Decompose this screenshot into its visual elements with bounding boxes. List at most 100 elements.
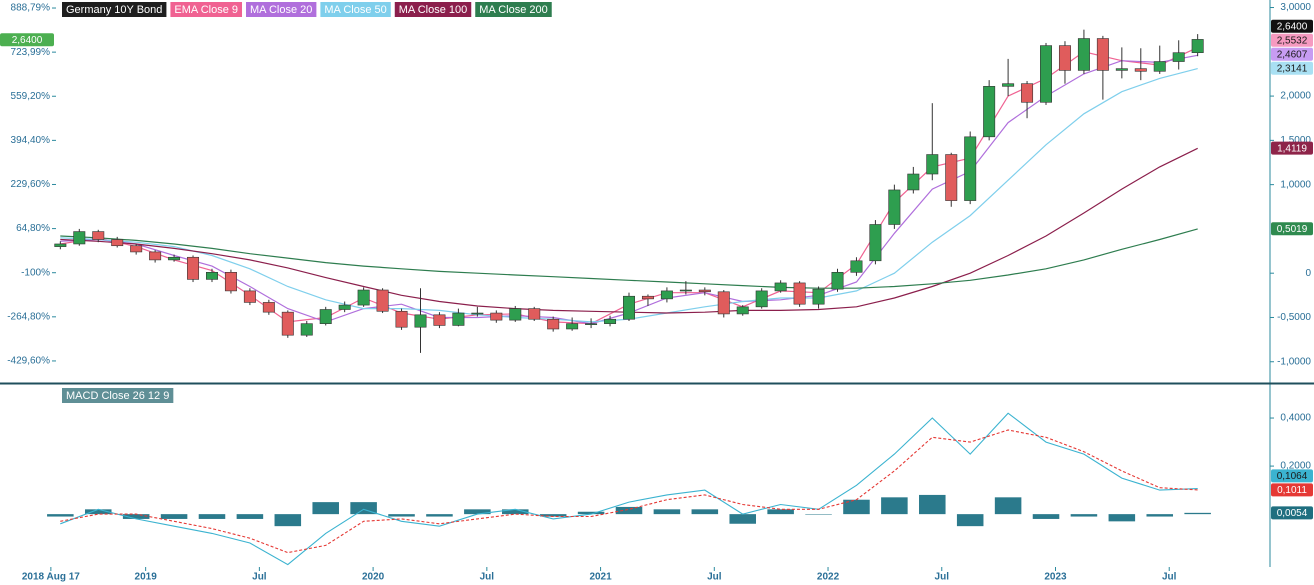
candle-body (1191, 39, 1204, 53)
histogram-bar (84, 509, 112, 515)
candle-body (1040, 45, 1053, 103)
candle-body (812, 288, 825, 305)
histogram-bar (47, 514, 74, 517)
histogram-bar (653, 509, 681, 515)
price-badge (1271, 141, 1313, 155)
legend-box (170, 2, 243, 17)
candle-body (243, 290, 256, 303)
candle-body (1096, 38, 1109, 71)
histogram-bar (994, 497, 1022, 515)
price-badge-label: 2,5532 (1277, 35, 1308, 46)
price-badge (1271, 47, 1313, 61)
candle-body (660, 290, 673, 300)
histogram-bar (122, 514, 150, 519)
candle-body (433, 314, 446, 326)
candle-body (54, 243, 67, 247)
price-badge-label: 2,3141 (1277, 63, 1308, 74)
candle-body (149, 251, 162, 261)
y-tick-label: 0,2000 (1280, 461, 1311, 472)
x-tick-label: 2020 (362, 572, 385, 583)
histogram-bar (843, 499, 870, 515)
histogram-bar (729, 514, 756, 524)
candle-body (869, 224, 882, 262)
legend-box (394, 2, 472, 17)
price-badge-label: 2,6400 (1277, 21, 1308, 32)
candle-body (755, 290, 768, 308)
legend-label: MA Close 100 (399, 4, 467, 16)
legend-box (320, 2, 391, 17)
histogram-bar (805, 514, 832, 515)
histogram-bar (1184, 512, 1211, 515)
candle-body (547, 318, 560, 330)
y2-tick-label: 888,79% (11, 3, 51, 14)
candle-body (1002, 83, 1015, 87)
price-badge (1271, 506, 1313, 520)
candle-body (168, 256, 181, 261)
x-tick-label: 2021 (589, 572, 612, 583)
macd-line (60, 412, 1198, 566)
price-badge (1271, 483, 1313, 497)
candle-body (281, 311, 294, 336)
ma-line (60, 228, 1198, 289)
y2-tick-label: 394,40% (11, 135, 51, 146)
y-tick-label: 0 (1305, 268, 1311, 279)
price-badge-label: 0,0054 (1277, 508, 1308, 519)
candle-body (1021, 83, 1034, 103)
candle-body (471, 312, 484, 315)
candle-body (566, 323, 579, 330)
macd-title: MACD Close 26 12 9 (66, 390, 169, 402)
candle-body (1134, 68, 1147, 72)
histogram-bar (274, 514, 302, 527)
candle-body (604, 318, 617, 324)
price-badge (1271, 61, 1313, 75)
legend-box (475, 2, 552, 17)
histogram-bar (1070, 514, 1098, 517)
candle-body (698, 289, 711, 293)
y-tick-label: 1,5000 (1280, 135, 1311, 146)
candle-body (585, 323, 598, 325)
candle-body (736, 306, 749, 315)
y2-tick-label: -264,80% (7, 311, 50, 322)
y-tick-label: 0,4000 (1280, 413, 1311, 424)
candle-body (414, 314, 427, 328)
candle-body (926, 154, 939, 175)
candle-body (717, 291, 730, 315)
histogram-bar (956, 514, 984, 527)
candle-body (983, 86, 996, 138)
price-badge-label: 2,4607 (1277, 49, 1308, 60)
candle-body (92, 231, 105, 240)
histogram-bar (919, 494, 946, 515)
candle-body (774, 282, 787, 292)
price-badge (1271, 222, 1313, 236)
candle-body (1058, 45, 1071, 71)
price-badge (1271, 33, 1313, 47)
candle-body (376, 289, 389, 312)
candle-body (73, 231, 86, 245)
x-tick-label: Jul (935, 572, 950, 583)
y-tick-label: -0,5000 (1277, 312, 1311, 323)
price-badge-label: 2,6400 (12, 35, 43, 46)
candle-body (831, 272, 844, 290)
legend-label: MA Close 200 (479, 4, 547, 16)
histogram-bar (1032, 514, 1060, 519)
histogram-bar (198, 514, 226, 519)
histogram-bar (881, 497, 908, 515)
candle-body (1077, 38, 1090, 71)
candle-body (338, 304, 351, 310)
signal-line (60, 429, 1198, 554)
x-tick-label: 2022 (817, 572, 840, 583)
candle-body (850, 260, 863, 273)
histogram-bar (464, 509, 491, 515)
histogram-bar (691, 509, 719, 515)
x-tick-label: Jul (707, 572, 722, 583)
y-tick-label: 2,0000 (1280, 91, 1311, 102)
histogram-bar (388, 514, 415, 517)
candle-body (964, 136, 977, 201)
histogram-bar (160, 514, 188, 519)
histogram-bar (1108, 514, 1136, 522)
histogram-bar (577, 511, 605, 515)
histogram-bar (539, 514, 567, 517)
histogram-bar (502, 509, 529, 515)
candle-body (452, 312, 465, 326)
x-tick-label: 2019 (135, 572, 158, 583)
